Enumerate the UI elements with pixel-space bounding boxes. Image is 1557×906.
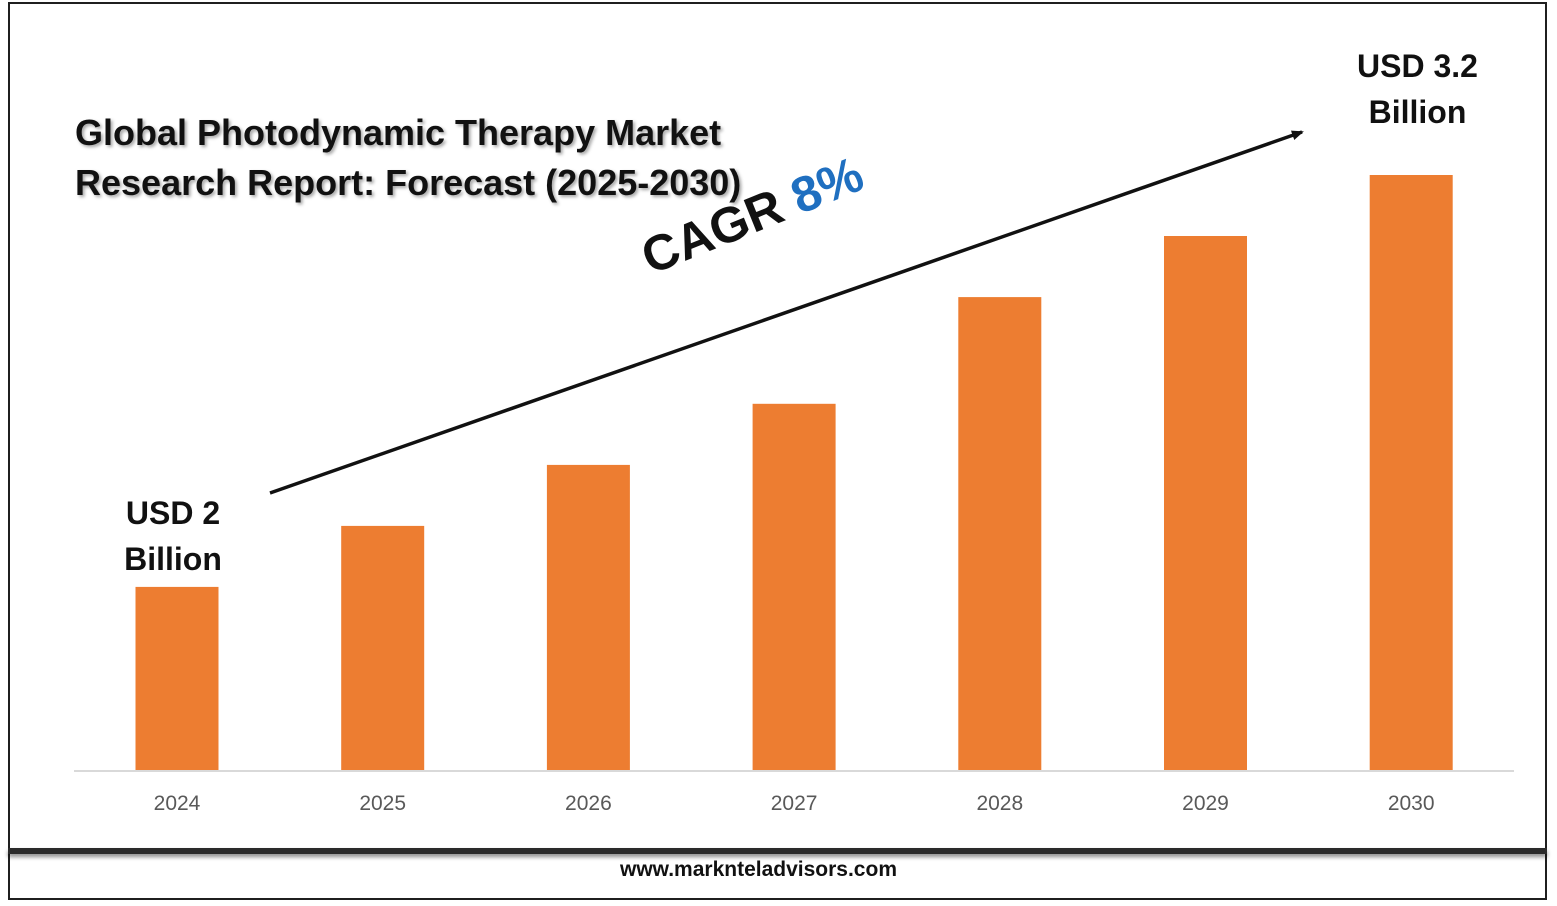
bars-group [135,175,1453,770]
bar-2026 [546,464,630,770]
x-tick-label-2027: 2027 [771,792,818,815]
bar-2027 [752,403,836,770]
start-value-callout: USD 2 Billion [108,490,238,582]
title-line-1: Global Photodynamic Therapy Market [75,112,722,153]
x-tick-labels: 2024 2025 2026 2027 2028 2029 2030 [154,792,1435,815]
x-tick-label-2030: 2030 [1388,792,1435,815]
x-tick-label-2026: 2026 [565,792,612,815]
footer-divider [8,848,1547,854]
end-callout-line-2: Billion [1368,94,1467,130]
title-line-2: Research Report: Forecast (2025-2030) [75,162,742,203]
bar-2029 [1164,236,1247,770]
bar-2028 [958,297,1042,770]
start-callout-line-2: Billion [124,541,222,577]
bar-2024 [135,586,219,770]
x-tick-label-2029: 2029 [1182,792,1229,815]
growth-arrow [269,130,1304,495]
bar-2030 [1369,175,1453,770]
chart-title: Global Photodynamic Therapy Market Resea… [75,108,835,208]
x-tick-label-2028: 2028 [976,792,1023,815]
start-callout-line-1: USD 2 [125,495,221,531]
x-tick-label-2024: 2024 [154,792,201,815]
end-callout-line-1: USD 3.2 [1357,48,1478,84]
footer-website: www.marknteladvisors.com [620,858,897,881]
bar-2025 [341,525,425,770]
end-value-callout: USD 3.2 Billion [1340,43,1495,135]
x-tick-label-2025: 2025 [359,792,406,815]
